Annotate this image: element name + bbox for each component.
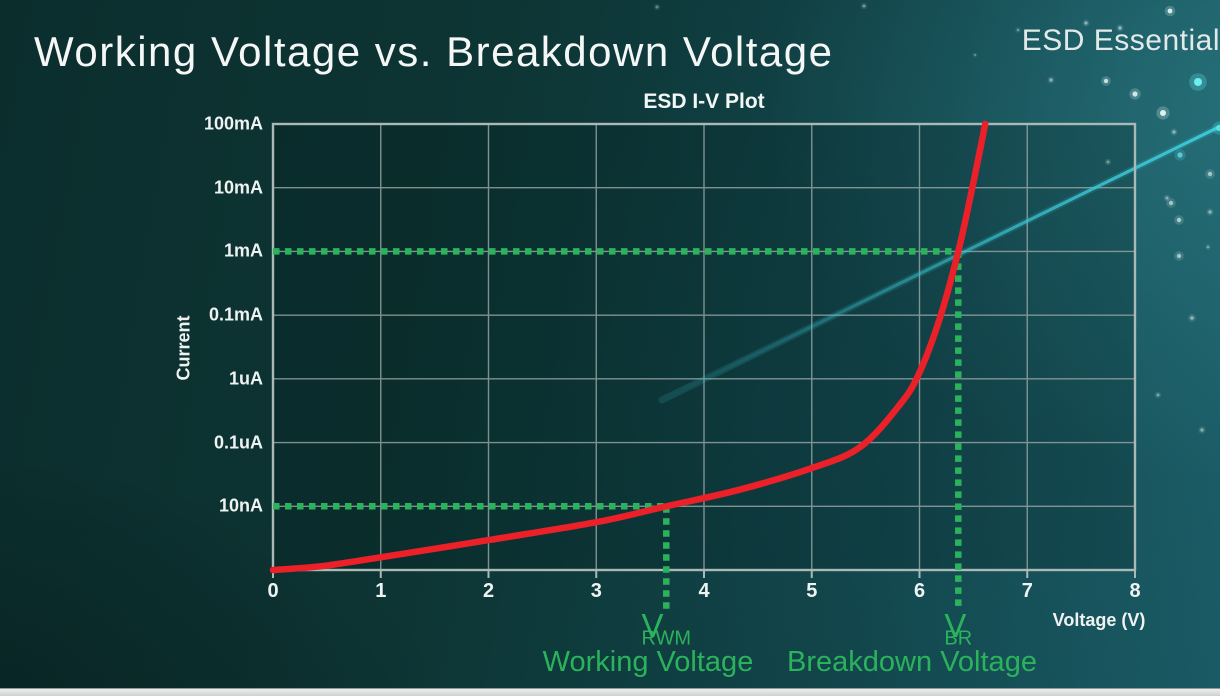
vbr-caption: Breakdown Voltage: [787, 646, 1037, 678]
y-tick-label: 0.1mA: [208, 304, 263, 325]
x-tick-label: 0: [267, 580, 279, 602]
vbr-subscript: BR: [944, 627, 973, 650]
vbr-symbol: V: [944, 607, 967, 644]
x-tick-label: 6: [913, 580, 926, 602]
x-axis-label: Voltage (V): [1052, 610, 1146, 630]
y-tick-label: 1mA: [223, 240, 263, 261]
vbr-guide-lines: [273, 248, 962, 609]
x-tick-label: 7: [1021, 580, 1033, 602]
x-axis-tick-marks: [272, 570, 1136, 578]
y-tick-label: 0.1uA: [213, 432, 263, 453]
vrwm-label: V RWM: [641, 609, 691, 649]
vbr-label: V BR: [944, 609, 972, 649]
background-swoosh-line: [660, 124, 1220, 402]
background-stars: [653, 2, 1220, 434]
x-tick-label: 8: [1129, 580, 1141, 602]
x-tick-label: 4: [698, 580, 710, 602]
brand-text: ESD Essential: [1021, 24, 1220, 57]
vrwm-guide-lines: [273, 503, 670, 609]
x-tick-label: 2: [482, 580, 495, 602]
page-title: Working Voltage vs. Breakdown Voltage: [34, 28, 834, 75]
y-tick-label: 10mA: [213, 177, 263, 198]
y-tick-label: 1uA: [228, 368, 263, 389]
vrwm-caption: Working Voltage: [542, 646, 754, 678]
y-tick-label: 100mA: [203, 113, 263, 134]
vrwm-subscript: RWM: [641, 627, 692, 650]
iv-curve-line: [269, 120, 989, 574]
chart-title: ESD I-V Plot: [643, 90, 765, 113]
vrwm-symbol: V: [641, 607, 664, 644]
x-tick-label: 3: [590, 580, 602, 602]
y-tick-label: 10nA: [218, 495, 263, 516]
x-tick-label: 1: [375, 580, 387, 602]
video-progress-bar[interactable]: [0, 688, 1220, 696]
x-tick-label: 5: [806, 580, 818, 602]
